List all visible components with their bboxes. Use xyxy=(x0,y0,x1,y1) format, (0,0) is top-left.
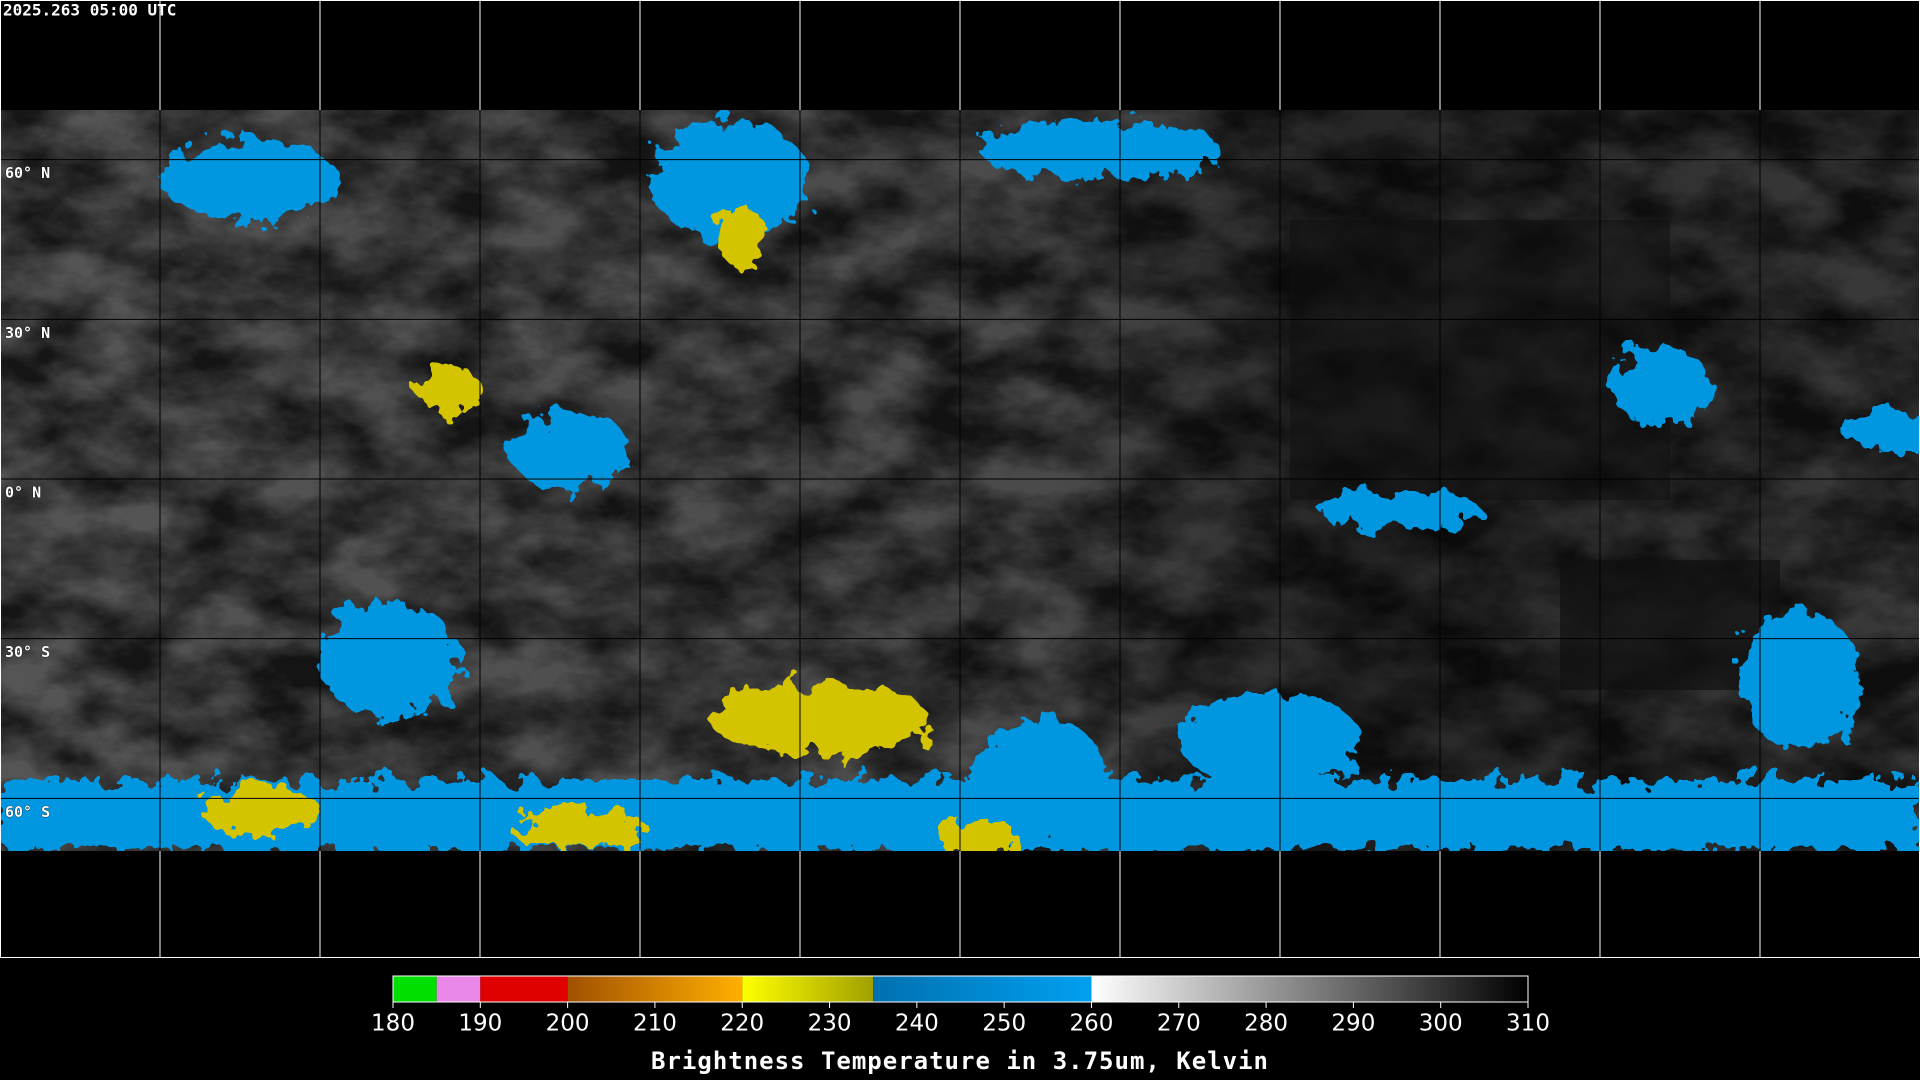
colorbar-segment xyxy=(480,976,568,1002)
colorbar-tick-label: 190 xyxy=(458,1011,502,1037)
colorbar-segment xyxy=(436,976,481,1002)
colorbar-tick-label: 280 xyxy=(1244,1011,1288,1037)
colorbar-tick-label: 200 xyxy=(546,1011,590,1037)
latitude-label: 60° S xyxy=(5,803,50,821)
timestamp: 2025.263 05:00 UTC xyxy=(3,1,176,20)
colorbar-segment xyxy=(742,976,874,1002)
colorbar-tick-label: 180 xyxy=(371,1011,415,1037)
colorbar-tick-label: 290 xyxy=(1331,1011,1375,1037)
colorbar-tick-label: 250 xyxy=(982,1011,1026,1037)
latitude-label: 0° N xyxy=(5,484,41,502)
colorbar-segment xyxy=(393,976,437,1002)
colorbar-tick-label: 260 xyxy=(1070,1011,1114,1037)
latitude-label: 60° N xyxy=(5,164,50,182)
colorbar-segment xyxy=(873,976,1092,1002)
colorbar-segment xyxy=(567,976,743,1002)
colorbar: 180 190 200 210 220 230 240 250 260 270 280 290 300 3… xyxy=(371,975,1550,1037)
colorbar-tick-label: 220 xyxy=(720,1011,764,1037)
colorbar-tick-label: 210 xyxy=(633,1011,677,1037)
colorbar-title: Brightness Temperature in 3.75um, Kelvin xyxy=(651,1047,1269,1075)
colorbar-tick-label: 300 xyxy=(1419,1011,1463,1037)
colorbar-frame xyxy=(392,975,1529,1003)
latitude-label: 30° N xyxy=(5,324,50,342)
colorbar-tick-label: 240 xyxy=(895,1011,939,1037)
colorbar-tick-label: 310 xyxy=(1506,1011,1550,1037)
latitude-label: 30° S xyxy=(5,643,50,661)
colorbar-tick-label: 270 xyxy=(1157,1011,1201,1037)
colorbar-tick-label: 230 xyxy=(808,1011,852,1037)
colorbar-segment xyxy=(1091,976,1528,1002)
